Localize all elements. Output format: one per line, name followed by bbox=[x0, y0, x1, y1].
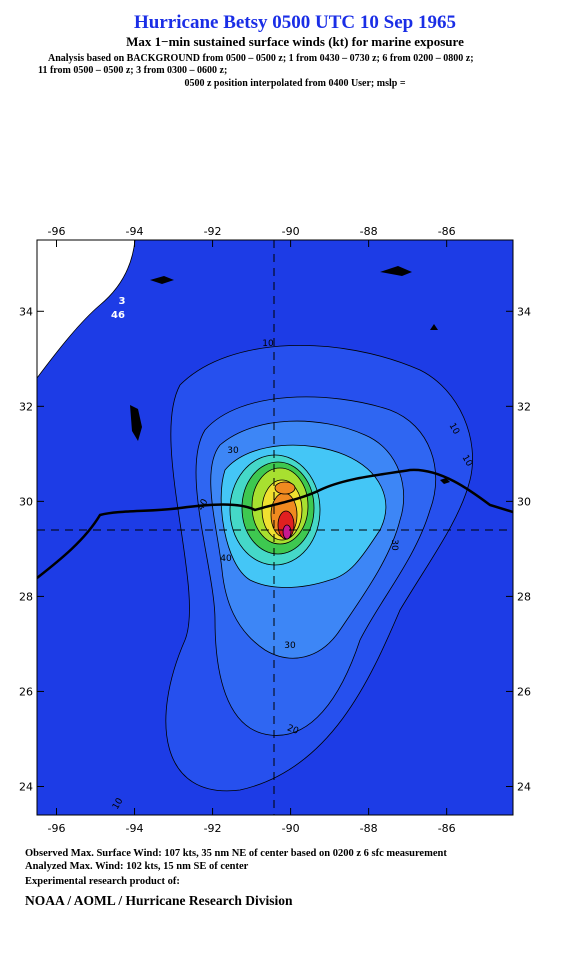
x-tick-label: -94 bbox=[126, 225, 144, 238]
x-tick-label: -94 bbox=[126, 822, 144, 835]
wind-field bbox=[37, 240, 513, 815]
contour-label: 30 bbox=[389, 539, 399, 551]
x-tick-label: -90 bbox=[282, 822, 300, 835]
coastline bbox=[37, 468, 513, 579]
contour-label: 46 bbox=[111, 310, 125, 321]
domain-edge bbox=[37, 240, 136, 379]
y-tick-label: 26 bbox=[517, 685, 531, 698]
y-tick-label: 24 bbox=[517, 780, 531, 793]
subtitle: Max 1−min sustained surface winds (kt) f… bbox=[126, 34, 464, 49]
contour-label: 40 bbox=[220, 554, 232, 564]
x-tick-label: -90 bbox=[282, 225, 300, 238]
y-tick-label: 32 bbox=[517, 400, 531, 413]
x-tick-label: -86 bbox=[438, 822, 456, 835]
analysis-line: 0500 z position interpolated from 0400 U… bbox=[184, 78, 405, 89]
contour-label: 3 bbox=[119, 296, 126, 307]
y-tick-label: 32 bbox=[19, 400, 33, 413]
footer-line: Analyzed Max. Wind: 102 kts, 15 nm SE of… bbox=[25, 861, 249, 872]
x-tick-label: -86 bbox=[438, 225, 456, 238]
x-tick-label: -88 bbox=[360, 225, 378, 238]
y-tick-label: 26 bbox=[19, 685, 33, 698]
footer-line: Observed Max. Surface Wind: 107 kts, 35 … bbox=[25, 848, 447, 859]
y-tick-label: 30 bbox=[19, 495, 33, 508]
y-tick-label: 30 bbox=[517, 495, 531, 508]
y-tick-label: 24 bbox=[19, 780, 33, 793]
y-tick-label: 34 bbox=[19, 305, 33, 318]
contour-label: 30 bbox=[227, 446, 239, 456]
contour-label: 20 bbox=[286, 723, 300, 736]
plot-frame bbox=[36, 239, 514, 816]
footer-line: Experimental research product of: bbox=[25, 876, 180, 887]
x-tick-label: -88 bbox=[360, 822, 378, 835]
x-tick-label: -96 bbox=[48, 225, 66, 238]
analysis-line: 11 from 0500 – 0500 z; 3 from 0300 – 060… bbox=[38, 65, 227, 76]
y-tick-label: 28 bbox=[19, 590, 33, 603]
x-tick-label: -92 bbox=[204, 225, 222, 238]
y-tick-label: 28 bbox=[517, 590, 531, 603]
contour-fill bbox=[274, 481, 296, 495]
axes: -96 -96 -94 -94 -92 -92 -90 -90 -88 -88 -86 -86 24 24… bbox=[19, 225, 531, 835]
contour-label: 10 bbox=[262, 339, 274, 349]
y-tick-label: 34 bbox=[517, 305, 531, 318]
x-tick-label: -96 bbox=[48, 822, 66, 835]
title: Hurricane Betsy 0500 UTC 10 Sep 1965 bbox=[134, 12, 456, 33]
contour-label: 30 bbox=[284, 641, 296, 651]
x-tick-label: -92 bbox=[204, 822, 222, 835]
footer-org: NOAA / AOML / Hurricane Research Divisio… bbox=[25, 893, 293, 908]
analysis-line: Analysis based on BACKGROUND from 0500 –… bbox=[48, 53, 474, 64]
contour-fill bbox=[282, 524, 292, 540]
